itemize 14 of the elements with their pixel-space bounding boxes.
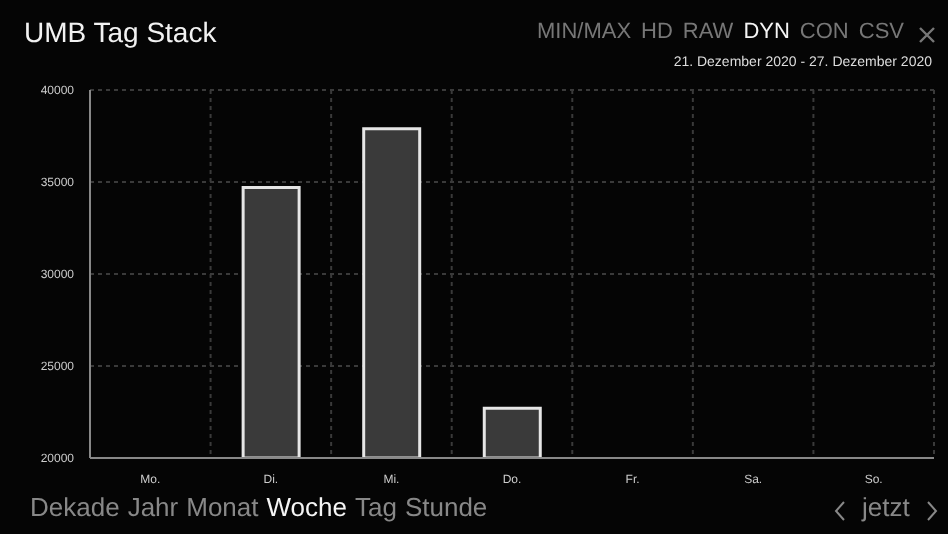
text: Stunde xyxy=(404,492,488,522)
text: CON xyxy=(799,20,849,44)
text: Tag xyxy=(354,492,397,522)
text: jetzt xyxy=(862,492,910,522)
text: Monat xyxy=(186,492,259,522)
text: CSV xyxy=(858,20,904,44)
text: HD xyxy=(641,20,673,44)
text: RAW xyxy=(682,20,734,44)
text: Dekade xyxy=(30,492,120,522)
chart-title: UMB Tag Stack xyxy=(24,16,217,48)
text: Woche xyxy=(266,492,347,522)
text: DYN xyxy=(743,20,790,44)
text: Jahr xyxy=(127,492,179,522)
text: MIN/MAX xyxy=(536,20,632,44)
